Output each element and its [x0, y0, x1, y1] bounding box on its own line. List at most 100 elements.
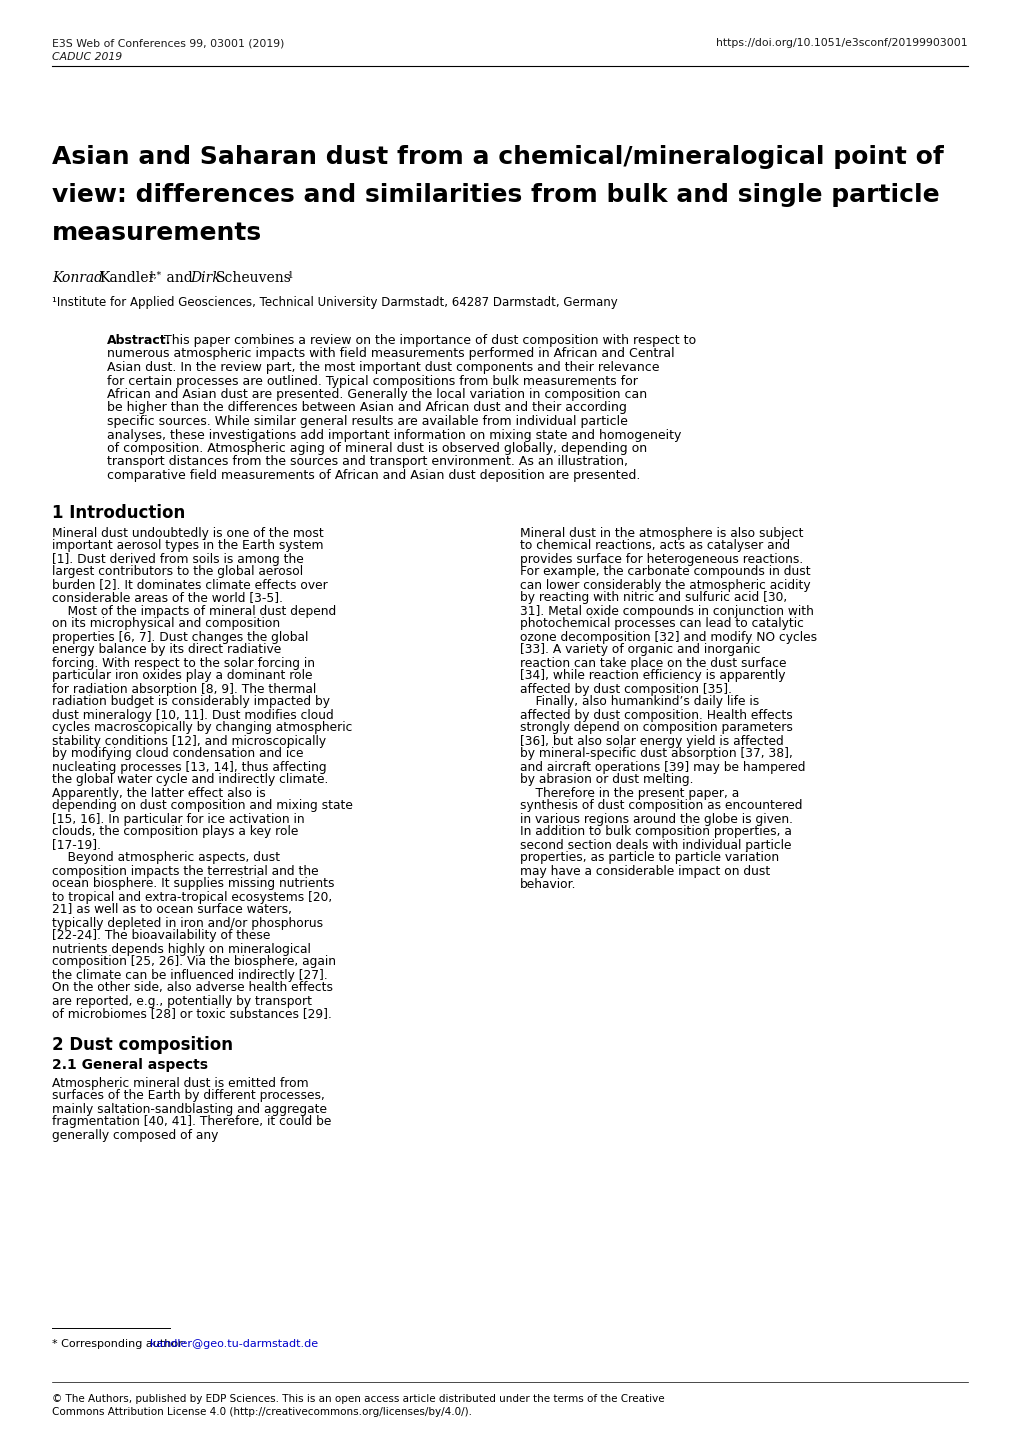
- Text: [1]. Dust derived from soils is among the: [1]. Dust derived from soils is among th…: [52, 552, 304, 565]
- Text: measurements: measurements: [52, 221, 262, 245]
- Text: nucleating processes [13, 14], thus affecting: nucleating processes [13, 14], thus affe…: [52, 760, 326, 773]
- Text: E3S Web of Conferences 99, 03001 (2019): E3S Web of Conferences 99, 03001 (2019): [52, 37, 284, 48]
- Text: Asian and Saharan dust from a chemical/mineralogical point of: Asian and Saharan dust from a chemical/m…: [52, 146, 943, 169]
- Text: for certain processes are outlined. Typical compositions from bulk measurements : for certain processes are outlined. Typi…: [107, 375, 637, 388]
- Text: comparative field measurements of African and Asian dust deposition are presente: comparative field measurements of Africa…: [107, 469, 640, 482]
- Text: the global water cycle and indirectly climate.: the global water cycle and indirectly cl…: [52, 773, 328, 786]
- Text: composition impacts the terrestrial and the: composition impacts the terrestrial and …: [52, 865, 318, 878]
- Text: CADUC 2019: CADUC 2019: [52, 52, 122, 62]
- Text: In addition to bulk composition properties, a: In addition to bulk composition properti…: [520, 825, 791, 838]
- Text: 31]. Metal oxide compounds in conjunction with: 31]. Metal oxide compounds in conjunctio…: [520, 604, 813, 617]
- Text: ¹Institute for Applied Geosciences, Technical University Darmstadt, 64287 Darmst: ¹Institute for Applied Geosciences, Tech…: [52, 296, 618, 309]
- Text: ocean biosphere. It supplies missing nutrients: ocean biosphere. It supplies missing nut…: [52, 878, 334, 891]
- Text: specific sources. While similar general results are available from individual pa: specific sources. While similar general …: [107, 415, 628, 428]
- Text: radiation budget is considerably impacted by: radiation budget is considerably impacte…: [52, 695, 330, 708]
- Text: behavior.: behavior.: [520, 878, 576, 891]
- Text: [34], while reaction efficiency is apparently: [34], while reaction efficiency is appar…: [520, 669, 785, 682]
- Text: largest contributors to the global aerosol: largest contributors to the global aeros…: [52, 565, 303, 578]
- Text: Finally, also humankind’s daily life is: Finally, also humankind’s daily life is: [520, 695, 758, 708]
- Text: This paper combines a review on the importance of dust composition with respect : This paper combines a review on the impo…: [164, 335, 695, 348]
- Text: [17-19].: [17-19].: [52, 838, 101, 851]
- Text: kandler@geo.tu-darmstadt.de: kandler@geo.tu-darmstadt.de: [150, 1340, 318, 1350]
- Text: clouds, the composition plays a key role: clouds, the composition plays a key role: [52, 825, 299, 838]
- Text: by reacting with nitric and sulfuric acid [30,: by reacting with nitric and sulfuric aci…: [520, 591, 787, 604]
- Text: energy balance by its direct radiative: energy balance by its direct radiative: [52, 643, 281, 656]
- Text: On the other side, also adverse health effects: On the other side, also adverse health e…: [52, 982, 332, 995]
- Text: by abrasion or dust melting.: by abrasion or dust melting.: [520, 773, 693, 786]
- Text: be higher than the differences between Asian and African dust and their accordin: be higher than the differences between A…: [107, 401, 627, 414]
- Text: strongly depend on composition parameters: strongly depend on composition parameter…: [520, 721, 792, 734]
- Text: mainly saltation-sandblasting and aggregate: mainly saltation-sandblasting and aggreg…: [52, 1103, 327, 1116]
- Text: [36], but also solar energy yield is affected: [36], but also solar energy yield is aff…: [520, 734, 783, 747]
- Text: https://doi.org/10.1051/e3sconf/20199903001: https://doi.org/10.1051/e3sconf/20199903…: [715, 37, 967, 48]
- Text: Scheuvens: Scheuvens: [216, 271, 291, 286]
- Text: of composition. Atmospheric aging of mineral dust is observed globally, dependin: of composition. Atmospheric aging of min…: [107, 443, 646, 456]
- Text: properties, as particle to particle variation: properties, as particle to particle vari…: [520, 851, 779, 865]
- Text: numerous atmospheric impacts with field measurements performed in African and Ce: numerous atmospheric impacts with field …: [107, 348, 674, 360]
- Text: Therefore in the present paper, a: Therefore in the present paper, a: [520, 786, 739, 799]
- Text: nutrients depends highly on mineralogical: nutrients depends highly on mineralogica…: [52, 943, 311, 956]
- Text: and aircraft operations [39] may be hampered: and aircraft operations [39] may be hamp…: [520, 760, 805, 773]
- Text: Konrad: Konrad: [52, 271, 103, 286]
- Text: depending on dust composition and mixing state: depending on dust composition and mixing…: [52, 799, 353, 812]
- Text: Most of the impacts of mineral dust depend: Most of the impacts of mineral dust depe…: [52, 604, 336, 617]
- Text: Mineral dust undoubtedly is one of the most: Mineral dust undoubtedly is one of the m…: [52, 526, 323, 539]
- Text: can lower considerably the atmospheric acidity: can lower considerably the atmospheric a…: [520, 578, 810, 591]
- Text: For example, the carbonate compounds in dust: For example, the carbonate compounds in …: [520, 565, 810, 578]
- Text: 21] as well as to ocean surface waters,: 21] as well as to ocean surface waters,: [52, 904, 291, 917]
- Text: by modifying cloud condensation and ice: by modifying cloud condensation and ice: [52, 747, 304, 760]
- Text: Apparently, the latter effect also is: Apparently, the latter effect also is: [52, 786, 266, 799]
- Text: particular iron oxides play a dominant role: particular iron oxides play a dominant r…: [52, 669, 312, 682]
- Text: Atmospheric mineral dust is emitted from: Atmospheric mineral dust is emitted from: [52, 1077, 309, 1090]
- Text: are reported, e.g., potentially by transport: are reported, e.g., potentially by trans…: [52, 995, 312, 1008]
- Text: to chemical reactions, acts as catalyser and: to chemical reactions, acts as catalyser…: [520, 539, 790, 552]
- Text: © The Authors, published by EDP Sciences. This is an open access article distrib: © The Authors, published by EDP Sciences…: [52, 1394, 664, 1405]
- Text: considerable areas of the world [3-5].: considerable areas of the world [3-5].: [52, 591, 282, 604]
- Text: surfaces of the Earth by different processes,: surfaces of the Earth by different proce…: [52, 1090, 325, 1103]
- Text: and: and: [162, 271, 197, 286]
- Text: synthesis of dust composition as encountered: synthesis of dust composition as encount…: [520, 799, 802, 812]
- Text: fragmentation [40, 41]. Therefore, it could be: fragmentation [40, 41]. Therefore, it co…: [52, 1116, 331, 1129]
- Text: may have a considerable impact on dust: may have a considerable impact on dust: [520, 865, 769, 878]
- Text: on its microphysical and composition: on its microphysical and composition: [52, 617, 280, 630]
- Text: typically depleted in iron and/or phosphorus: typically depleted in iron and/or phosph…: [52, 917, 323, 930]
- Text: [15, 16]. In particular for ice activation in: [15, 16]. In particular for ice activati…: [52, 812, 305, 825]
- Text: reaction can take place on the dust surface: reaction can take place on the dust surf…: [520, 656, 786, 669]
- Text: analyses, these investigations add important information on mixing state and hom: analyses, these investigations add impor…: [107, 428, 681, 441]
- Text: * Corresponding author:: * Corresponding author:: [52, 1340, 190, 1350]
- Text: 1 Introduction: 1 Introduction: [52, 505, 185, 522]
- Text: important aerosol types in the Earth system: important aerosol types in the Earth sys…: [52, 539, 323, 552]
- Text: Commons Attribution License 4.0 (http://creativecommons.org/licenses/by/4.0/).: Commons Attribution License 4.0 (http://…: [52, 1407, 472, 1417]
- Text: Mineral dust in the atmosphere is also subject: Mineral dust in the atmosphere is also s…: [520, 526, 803, 539]
- Text: properties [6, 7]. Dust changes the global: properties [6, 7]. Dust changes the glob…: [52, 630, 308, 643]
- Text: dust mineralogy [10, 11]. Dust modifies cloud: dust mineralogy [10, 11]. Dust modifies …: [52, 708, 333, 721]
- Text: [22-24]. The bioavailability of these: [22-24]. The bioavailability of these: [52, 930, 270, 943]
- Text: in various regions around the globe is given.: in various regions around the globe is g…: [520, 812, 792, 825]
- Text: burden [2]. It dominates climate effects over: burden [2]. It dominates climate effects…: [52, 578, 327, 591]
- Text: 2 Dust composition: 2 Dust composition: [52, 1037, 232, 1054]
- Text: second section deals with individual particle: second section deals with individual par…: [520, 838, 791, 851]
- Text: of microbiomes [28] or toxic substances [29].: of microbiomes [28] or toxic substances …: [52, 1008, 331, 1021]
- Text: Asian dust. In the review part, the most important dust components and their rel: Asian dust. In the review part, the most…: [107, 360, 659, 373]
- Text: 1: 1: [287, 271, 293, 280]
- Text: to tropical and extra-tropical ecosystems [20,: to tropical and extra-tropical ecosystem…: [52, 891, 332, 904]
- Text: affected by dust composition [35].: affected by dust composition [35].: [520, 682, 732, 695]
- Text: Dirk: Dirk: [190, 271, 220, 286]
- Text: by mineral-specific dust absorption [37, 38],: by mineral-specific dust absorption [37,…: [520, 747, 792, 760]
- Text: [33]. A variety of organic and inorganic: [33]. A variety of organic and inorganic: [520, 643, 760, 656]
- Text: composition [25, 26]. Via the biosphere, again: composition [25, 26]. Via the biosphere,…: [52, 956, 335, 969]
- Text: ozone decomposition [32] and modify NO cycles: ozone decomposition [32] and modify NO c…: [520, 630, 816, 643]
- Text: Abstract.: Abstract.: [107, 335, 171, 348]
- Text: African and Asian dust are presented. Generally the local variation in compositi: African and Asian dust are presented. Ge…: [107, 388, 646, 401]
- Text: view: differences and similarities from bulk and single particle: view: differences and similarities from …: [52, 183, 938, 208]
- Text: photochemical processes can lead to catalytic: photochemical processes can lead to cata…: [520, 617, 803, 630]
- Text: generally composed of any: generally composed of any: [52, 1129, 218, 1142]
- Text: stability conditions [12], and microscopically: stability conditions [12], and microscop…: [52, 734, 326, 747]
- Text: cycles macroscopically by changing atmospheric: cycles macroscopically by changing atmos…: [52, 721, 352, 734]
- Text: 2.1 General aspects: 2.1 General aspects: [52, 1058, 208, 1073]
- Text: forcing. With respect to the solar forcing in: forcing. With respect to the solar forci…: [52, 656, 315, 669]
- Text: for radiation absorption [8, 9]. The thermal: for radiation absorption [8, 9]. The the…: [52, 682, 316, 695]
- Text: Beyond atmospheric aspects, dust: Beyond atmospheric aspects, dust: [52, 851, 280, 865]
- Text: Kandler: Kandler: [99, 271, 155, 286]
- Text: provides surface for heterogeneous reactions.: provides surface for heterogeneous react…: [520, 552, 803, 565]
